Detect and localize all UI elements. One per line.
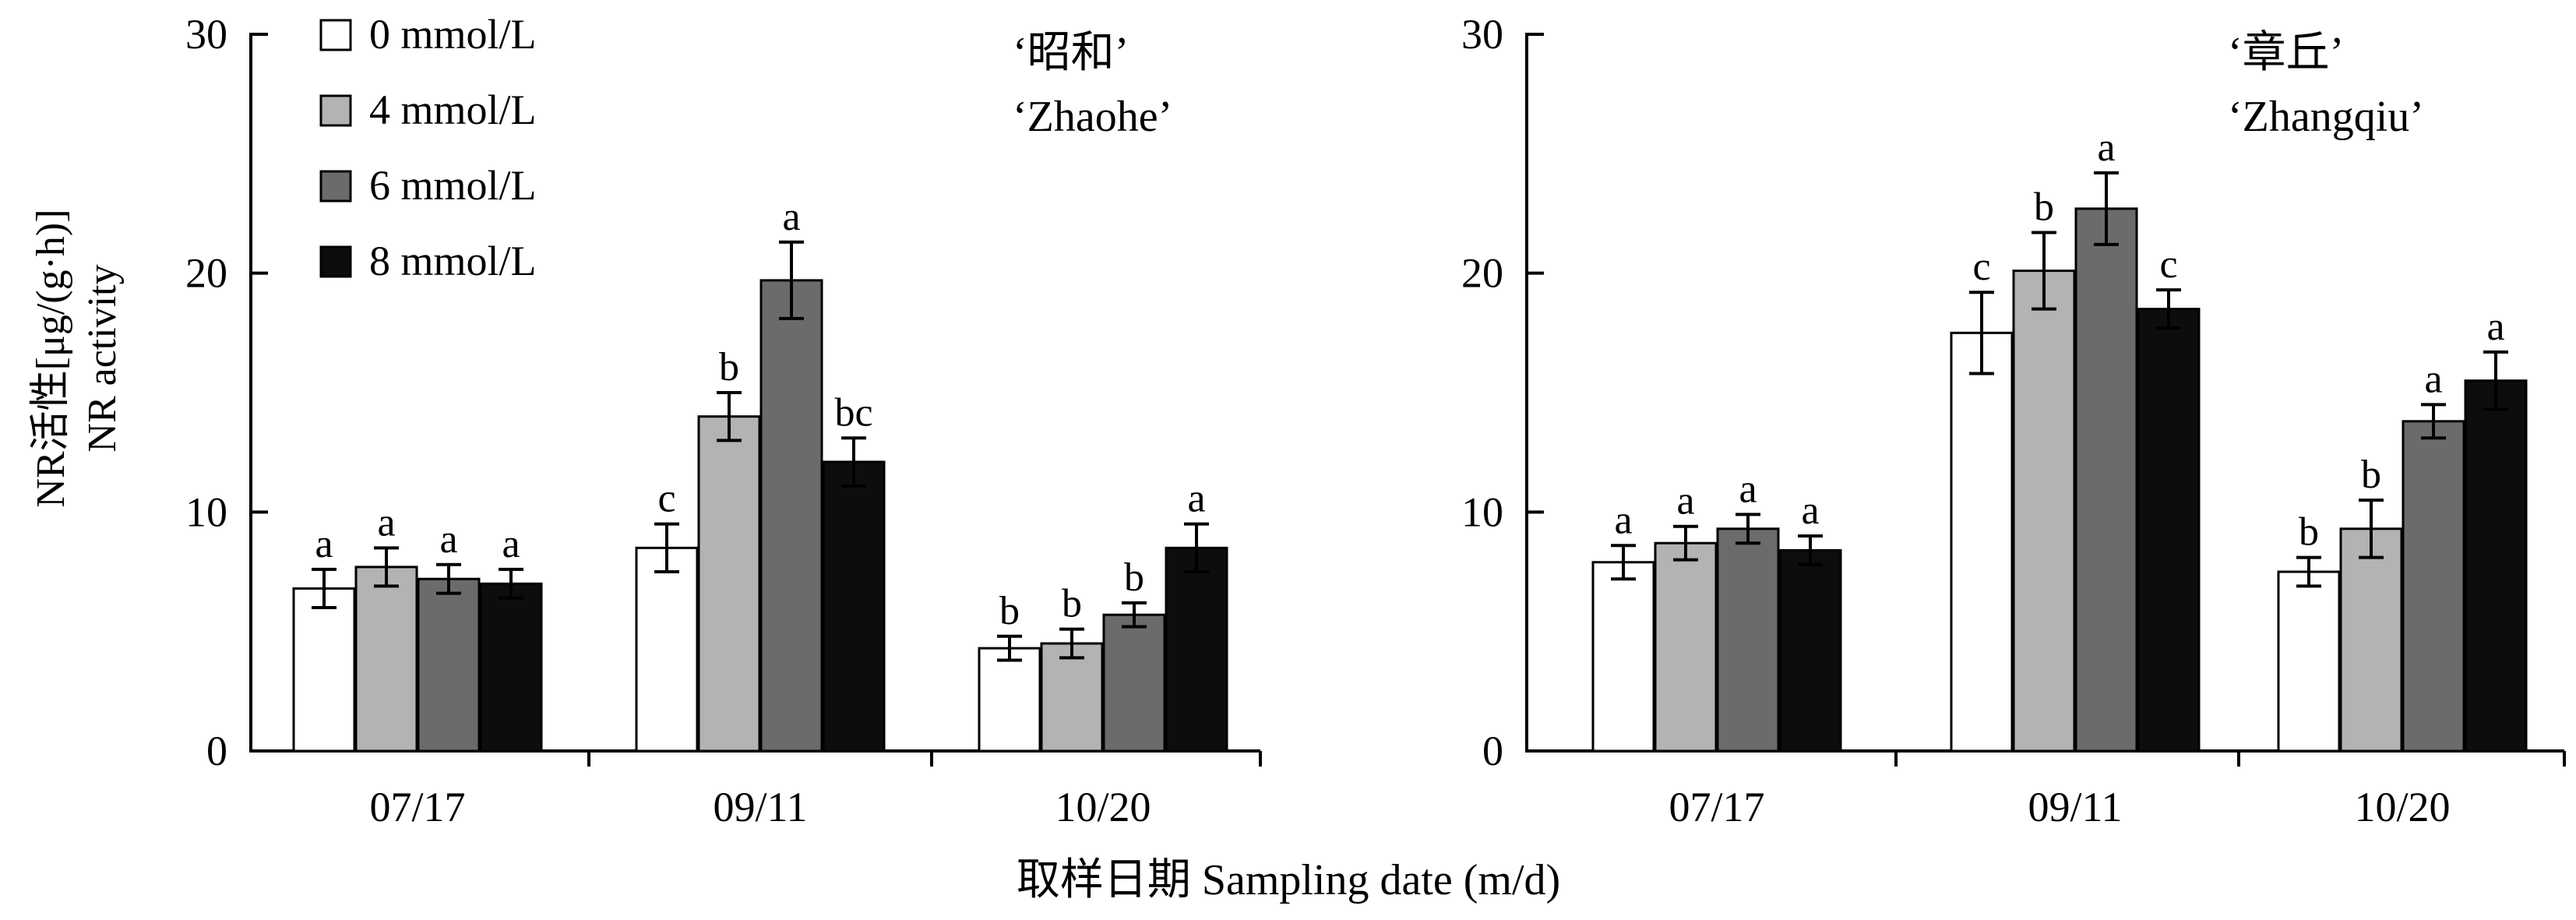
significance-letter: a [1739,467,1757,511]
y-tick-label: 20 [185,250,227,297]
y-axis-label-cn: NR活性[μg/(g·h)] [29,209,73,507]
bar [2277,570,2341,753]
bar [1654,541,1718,753]
bar [1778,548,1842,753]
panel-title-en: ‘Zhaohe’ [1013,93,1172,141]
legend-label: 8 mmol/L [369,238,537,284]
legend-swatch [319,170,352,203]
y-tick-label: 20 [1461,250,1503,297]
bar [479,582,543,753]
bar [1591,561,1655,753]
significance-letter: a [2097,125,2115,170]
significance-letter: a [315,522,333,566]
bar [1165,546,1228,753]
x-tick-label: 10/20 [1055,784,1151,830]
bar [697,415,761,753]
legend: 0 mmol/L 4 mmol/L 6 mmol/L 8 mmol/L [319,11,537,284]
bar [759,279,823,753]
bar [2402,420,2465,753]
bar [2074,207,2138,753]
bar [2464,379,2528,753]
x-axis-label: 取样日期 Sampling date (m/d) [1017,856,1560,904]
significance-letter: b [2299,510,2319,555]
significance-letter: b [2034,185,2054,230]
x-tick-label: 09/11 [2028,784,2123,830]
legend-swatch [319,94,352,127]
bar [1716,527,1780,753]
y-tick-label: 10 [185,488,227,535]
legend-label: 4 mmol/L [369,86,537,133]
bar [1102,613,1166,753]
legend-swatch [319,245,352,278]
bar [1040,642,1104,753]
bar [1950,331,2014,753]
legend-label: 0 mmol/L [369,11,537,58]
significance-letter: c [1972,245,1990,289]
bar [292,587,356,753]
significance-letter: a [2424,357,2442,401]
y-tick-label: 0 [1482,728,1503,774]
bar [978,647,1041,753]
significance-letter: b [1062,582,1082,626]
significance-letter: b [1124,555,1144,600]
bar [2339,527,2403,753]
panel-title-en: ‘Zhangqiu’ [2228,93,2424,141]
significance-letter: c [657,477,675,521]
significance-letter: a [502,522,520,566]
x-tick-label: 07/17 [369,784,465,830]
significance-letter: c [2159,242,2177,287]
y-tick-label: 30 [185,11,227,58]
significance-letter: a [439,517,457,562]
significance-letter: a [377,500,395,545]
bar [822,460,886,753]
bar [417,577,481,753]
bar [2137,308,2201,753]
significance-letter: b [2361,453,2381,497]
significance-letter: a [1801,488,1819,533]
significance-letter: bc [834,390,872,435]
significance-letter: a [1614,498,1632,542]
bar [635,546,699,753]
significance-letter: a [1187,477,1205,521]
significance-letter: a [2486,305,2504,349]
y-tick-label: 0 [206,728,227,774]
x-tick-label: 09/11 [714,784,808,830]
y-tick-label: 30 [1461,11,1503,58]
x-tick-label: 10/20 [2354,784,2450,830]
y-tick-label: 10 [1461,488,1503,535]
legend-swatch [319,19,352,51]
panel-title-cn: ‘昭和’ [1013,29,1129,77]
bar [2012,270,2076,753]
panel-title-cn: ‘章丘’ [2228,29,2344,77]
x-tick-label: 07/17 [1669,784,1764,830]
legend-label: 6 mmol/L [369,162,537,209]
significance-letter: a [1676,479,1694,523]
significance-letter: a [782,195,800,239]
significance-letter: b [719,345,739,390]
significance-letter: b [999,589,1020,633]
y-axis-label-en: NR activity [80,264,125,452]
bar [354,566,418,753]
